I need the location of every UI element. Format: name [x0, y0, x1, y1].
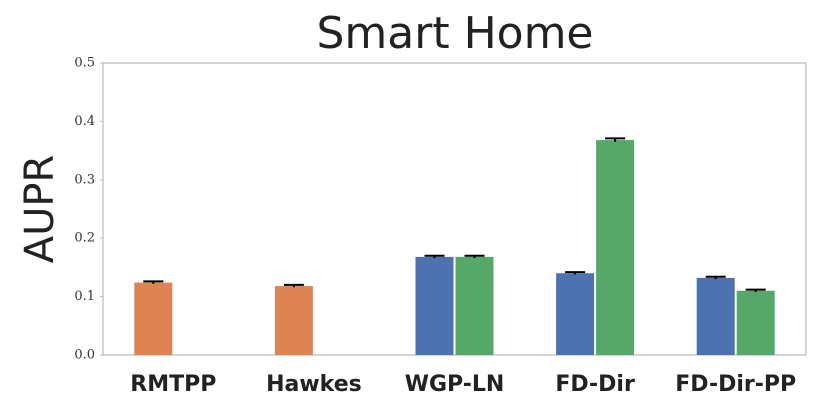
bar — [736, 290, 775, 355]
bar — [556, 273, 595, 355]
bar — [696, 277, 735, 355]
bar — [274, 286, 313, 355]
x-tick-label: RMTPP — [130, 372, 216, 397]
x-tick-label: WGP-LN — [405, 372, 505, 397]
y-tick-label: 0.2 — [74, 231, 95, 246]
bar — [134, 282, 173, 355]
y-tick-label: 0.0 — [74, 348, 95, 363]
chart-title: Smart Home — [316, 8, 593, 59]
y-tick-label: 0.4 — [74, 114, 95, 129]
x-tick-label: FD-Dir — [555, 372, 635, 397]
y-axis-label: AUPR — [17, 155, 63, 264]
y-tick-label: 0.3 — [74, 172, 95, 187]
bar — [596, 140, 635, 355]
bar — [455, 256, 494, 355]
x-tick-label: FD-Dir-PP — [675, 372, 796, 397]
x-tick-label: Hawkes — [266, 372, 362, 397]
y-tick-label: 0.5 — [74, 56, 95, 71]
bar — [415, 256, 454, 355]
plot-frame — [102, 62, 807, 356]
y-tick-label: 0.1 — [74, 289, 95, 304]
